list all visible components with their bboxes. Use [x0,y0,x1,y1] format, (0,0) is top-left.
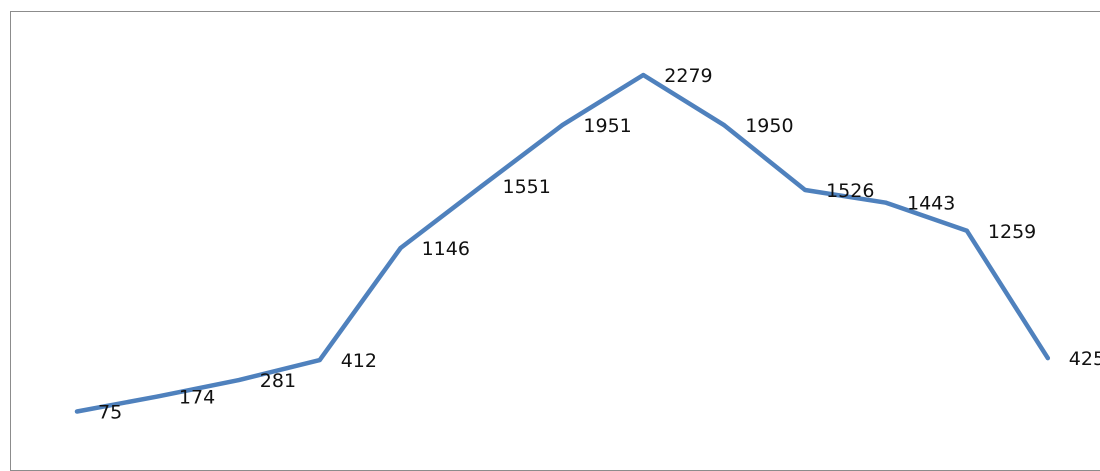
data-label-2: 281 [260,370,296,392]
data-label-8: 1950 [745,115,793,137]
data-point-3 [317,358,322,363]
line-chart: 75 174 281 412 1146 1551 1951 2279 1950 1526 1443 1… [74,65,1100,424]
data-label-12: 425 [1069,348,1100,370]
data-point-10 [884,200,888,205]
data-label-11: 1259 [988,221,1036,243]
data-point-9 [803,187,808,192]
data-label-3: 412 [341,350,377,372]
data-point-2 [236,378,241,383]
data-point-4 [398,246,403,251]
data-point-11 [964,228,969,233]
chart-frame [10,11,1100,471]
data-point-8 [722,123,727,128]
data-label-layer: 75 174 281 412 1146 1551 1951 2279 1950 1526 1443 1… [98,65,1100,424]
data-point-0 [75,409,79,414]
data-label-7: 2279 [664,65,712,87]
data-label-4: 1146 [422,238,470,260]
data-point-5 [479,184,484,189]
data-label-6: 1951 [583,115,631,137]
data-point-12 [1045,356,1050,361]
data-label-9: 1526 [826,180,874,202]
data-point-1 [155,394,160,399]
data-point-7 [641,72,646,77]
data-point-6 [560,123,565,128]
series-layer [74,72,1051,414]
data-label-10: 1443 [907,193,955,215]
data-label-0: 75 [98,402,122,424]
data-label-1: 174 [179,386,215,408]
data-label-5: 1551 [503,176,551,198]
